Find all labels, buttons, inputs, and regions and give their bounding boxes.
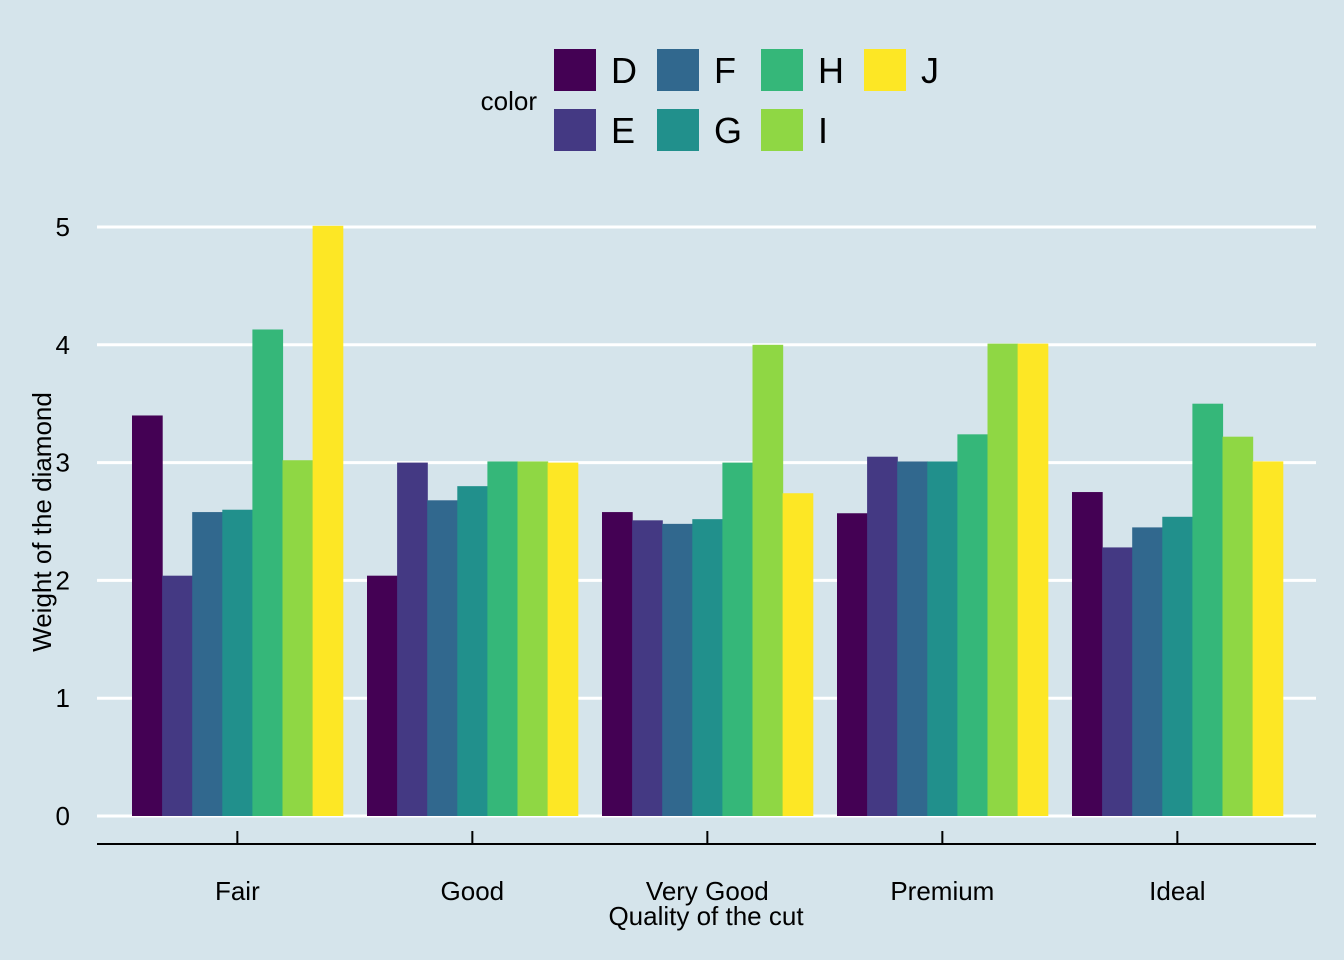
bar-good-H — [487, 461, 519, 816]
bar-good-D — [367, 575, 398, 816]
bar-fair-J — [312, 225, 344, 816]
bar-very-good-I — [752, 344, 784, 816]
bar-fair-G — [222, 509, 253, 816]
x-tick-label: Good — [441, 876, 505, 906]
bar-fair-H — [252, 329, 284, 816]
x-axis-title: Quality of the cut — [608, 901, 804, 931]
legend-title: color — [481, 86, 538, 116]
bar-fair-E — [162, 575, 193, 816]
legend-key-E — [554, 109, 596, 151]
legend-key-F — [657, 49, 699, 91]
bar-premium-D — [837, 513, 868, 816]
legend-label-E: E — [611, 110, 635, 151]
bar-ideal-D — [1072, 492, 1103, 816]
bar-fair-I — [282, 460, 314, 816]
y-tick-label: 4 — [56, 330, 70, 360]
bar-very-good-J — [782, 493, 814, 816]
bar-premium-F — [897, 461, 928, 816]
bar-premium-I — [987, 343, 1019, 816]
x-tick-label: Very Good — [646, 876, 769, 906]
legend-label-D: D — [611, 50, 637, 91]
bars — [132, 225, 1284, 816]
legend-key-H — [761, 49, 803, 91]
bar-premium-J — [1017, 343, 1049, 816]
y-tick-label: 5 — [56, 212, 70, 242]
y-tick-label: 2 — [56, 565, 70, 595]
bar-fair-F — [192, 512, 223, 816]
y-tick-label: 3 — [56, 448, 70, 478]
bar-good-E — [397, 462, 428, 816]
bar-premium-G — [927, 461, 958, 816]
bar-premium-H — [957, 434, 989, 816]
bar-ideal-H — [1192, 403, 1224, 816]
bar-good-J — [547, 462, 579, 816]
legend-key-J — [864, 49, 906, 91]
legend-label-J: J — [921, 50, 939, 91]
y-axis: 0 1 2 3 4 5 — [56, 212, 70, 831]
bar-ideal-F — [1132, 527, 1163, 816]
bar-ideal-J — [1252, 461, 1284, 816]
bar-ideal-I — [1222, 436, 1254, 816]
bar-ideal-E — [1102, 547, 1133, 816]
bar-fair-D — [132, 415, 163, 816]
bar-very-good-F — [662, 523, 693, 816]
y-axis-title: Weight of the diamond — [27, 392, 57, 652]
legend: color DE FG HI J — [481, 49, 939, 151]
bar-good-I — [517, 461, 549, 816]
x-axis: Fair Good Very Good Premium Ideal — [97, 831, 1316, 906]
bar-very-good-G — [692, 519, 723, 816]
legend-key-I — [761, 109, 803, 151]
y-tick-label: 1 — [56, 683, 70, 713]
bar-very-good-E — [632, 520, 663, 816]
legend-key-G — [657, 109, 699, 151]
bar-good-G — [457, 486, 488, 816]
legend-label-H: H — [818, 50, 844, 91]
y-tick-label: 0 — [56, 801, 70, 831]
x-tick-label: Ideal — [1149, 876, 1205, 906]
bar-very-good-H — [722, 462, 754, 816]
legend-label-F: F — [714, 50, 736, 91]
bar-ideal-G — [1162, 516, 1193, 816]
bar-good-F — [427, 500, 458, 816]
legend-key-D — [554, 49, 596, 91]
legend-label-I: I — [818, 110, 828, 151]
bar-very-good-D — [602, 512, 633, 816]
x-tick-label: Fair — [215, 876, 260, 906]
x-tick-label: Premium — [890, 876, 994, 906]
bar-premium-E — [867, 456, 898, 816]
legend-label-G: G — [714, 110, 742, 151]
